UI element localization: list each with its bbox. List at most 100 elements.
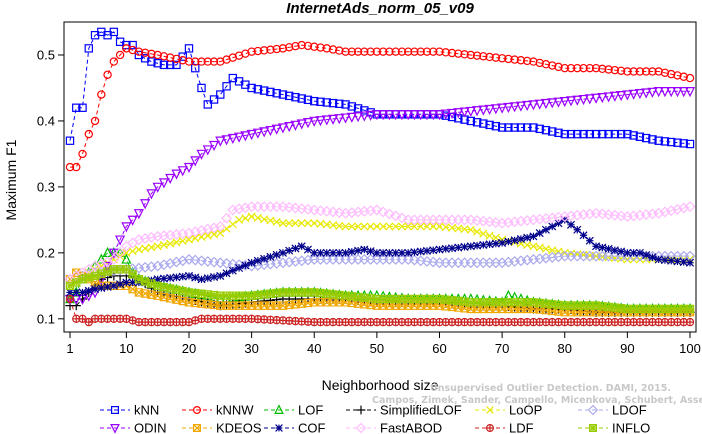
data-point-knn (516, 123, 526, 132)
data-point-knnw (479, 52, 488, 61)
data-point-cof (159, 274, 168, 283)
data-point-knn (560, 129, 569, 139)
data-point-inflo (247, 291, 256, 300)
data-point-cof (610, 246, 619, 255)
data-point-knnw (72, 162, 81, 172)
data-point-knnw (654, 67, 663, 76)
data-point-inflo (103, 267, 112, 276)
data-point-knnw (322, 44, 331, 53)
data-point-loop (241, 214, 250, 223)
data-point-cof (498, 238, 507, 247)
data-point-knn (303, 95, 313, 105)
data-point-knn (504, 123, 513, 132)
data-point-knn (222, 82, 231, 91)
legend-item-odin: ODIN (100, 421, 167, 434)
data-point-knnw (310, 42, 319, 51)
data-point-odin (415, 110, 426, 121)
data-point-lof (121, 253, 132, 264)
data-point-knnw (303, 41, 313, 51)
data-point-knnw (259, 46, 269, 55)
series-cof (65, 215, 695, 297)
data-point-cof (473, 241, 482, 250)
data-point-knnw (316, 43, 325, 52)
data-point-fastabod (214, 221, 226, 232)
data-point-knn (172, 60, 181, 70)
data-point-cof (385, 248, 394, 257)
data-point-odin (284, 122, 295, 133)
data-point-odin (528, 100, 539, 111)
data-point-odin (572, 95, 583, 106)
y-tick-label: 0.4 (37, 113, 55, 128)
data-point-fastabod (383, 208, 395, 220)
data-point-cof (416, 247, 425, 256)
data-point-cof (109, 281, 118, 290)
data-point-knnw (353, 47, 363, 56)
data-point-knnw (103, 70, 112, 79)
data-point-odin (565, 96, 577, 107)
data-point-cof (65, 288, 75, 297)
data-point-odin (208, 140, 220, 152)
data-point-cof (566, 220, 576, 229)
data-point-cof (235, 263, 244, 273)
data-point-cof (441, 244, 450, 253)
data-point-loop (535, 243, 544, 252)
legend-label-loop: LoOP (509, 403, 542, 418)
data-point-cof (629, 248, 638, 257)
data-point-knn (616, 129, 626, 139)
data-point-fastabod (208, 222, 220, 234)
y-tick-label: 0.5 (37, 47, 55, 62)
data-point-loop (260, 215, 269, 224)
data-point-odin (290, 120, 301, 131)
data-point-inflo (90, 271, 100, 281)
data-point-knn (65, 136, 75, 145)
data-point-loop (529, 242, 538, 251)
data-point-knnw (335, 46, 344, 55)
data-point-inflo (685, 304, 695, 314)
data-point-knn (266, 87, 275, 97)
data-point-knn (654, 136, 663, 145)
data-point-knn (541, 125, 551, 135)
data-point-knnw (598, 64, 607, 74)
data-point-knn (554, 128, 563, 138)
data-point-cof (266, 252, 275, 261)
series-layer (64, 27, 696, 327)
data-point-ldf (85, 318, 93, 326)
legend-marker-lof (274, 404, 284, 414)
data-point-fastabod (183, 227, 195, 239)
data-point-odin (240, 131, 251, 142)
data-point-knnw (429, 47, 438, 56)
data-point-knnw (516, 56, 526, 65)
data-point-cof (360, 245, 369, 254)
legend-item-loop: LoOP (475, 403, 542, 418)
data-point-knnw (97, 90, 106, 99)
data-point-odin (265, 125, 276, 137)
data-point-loop (184, 235, 194, 244)
data-point-odin (165, 173, 176, 185)
legend-marker-fastabod (355, 422, 367, 434)
legend-item-fastabod: FastABOD (346, 421, 442, 434)
data-point-inflo (266, 289, 275, 298)
data-point-loop (354, 222, 363, 231)
data-point-knn (579, 129, 588, 139)
data-point-loop (360, 222, 369, 231)
data-point-knnw (591, 63, 601, 73)
data-point-knn (247, 83, 256, 93)
data-point-cof (623, 248, 632, 257)
data-point-cof (166, 273, 175, 282)
data-point-knn (197, 83, 206, 93)
data-point-knnw (366, 47, 375, 56)
data-point-cof (197, 275, 206, 284)
data-point-cof (78, 288, 87, 297)
data-point-knnw (623, 67, 632, 76)
data-point-loop (385, 222, 394, 231)
data-point-knn (660, 137, 670, 146)
data-point-cof (516, 234, 525, 244)
data-point-odin (346, 112, 357, 123)
x-tick-label: 40 (307, 341, 321, 356)
series-odin (64, 87, 696, 305)
data-point-odin (378, 110, 389, 121)
data-point-knnw (454, 49, 463, 58)
data-point-odin (628, 89, 639, 100)
data-point-knnw (410, 47, 419, 56)
data-point-knnw (266, 45, 275, 54)
